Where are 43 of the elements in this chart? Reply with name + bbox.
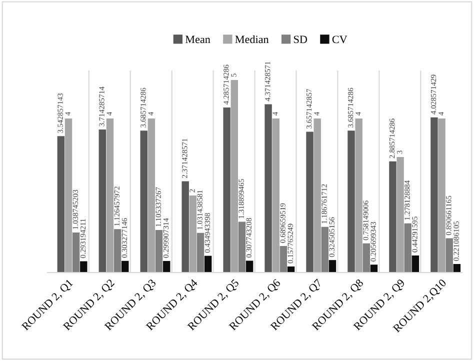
bar <box>438 118 446 273</box>
bar <box>264 104 272 273</box>
bar <box>189 196 197 273</box>
bar <box>238 222 246 273</box>
bar <box>314 118 321 273</box>
bar <box>106 118 114 273</box>
bar <box>355 118 362 273</box>
bar <box>98 130 106 273</box>
bar <box>57 136 65 273</box>
bar <box>306 132 314 273</box>
bar <box>396 157 404 273</box>
bar <box>122 260 129 273</box>
bar <box>148 118 156 273</box>
bar <box>162 261 170 273</box>
bar <box>412 256 420 273</box>
legend-label: CV <box>332 36 348 44</box>
bar <box>404 223 412 273</box>
bar <box>72 232 80 273</box>
legend-label: SD <box>294 36 308 44</box>
bar <box>328 260 336 273</box>
bar <box>446 238 453 273</box>
bar <box>230 80 238 273</box>
bar <box>155 230 163 273</box>
bar <box>362 243 370 273</box>
bar <box>272 118 280 273</box>
bar <box>204 256 212 273</box>
bar <box>140 130 148 273</box>
bar <box>370 264 378 273</box>
bar <box>196 232 204 273</box>
bar <box>453 264 461 273</box>
legend-label: Median <box>235 35 269 44</box>
bar <box>114 229 122 273</box>
bar <box>80 261 88 273</box>
legend-label: Mean <box>185 36 210 44</box>
bar <box>64 118 72 273</box>
bar <box>430 117 438 273</box>
bar <box>389 161 396 273</box>
bar <box>223 108 230 273</box>
bar <box>348 130 355 273</box>
bar <box>280 246 288 273</box>
bar <box>246 260 254 273</box>
bar <box>321 226 329 273</box>
bar <box>182 181 189 273</box>
